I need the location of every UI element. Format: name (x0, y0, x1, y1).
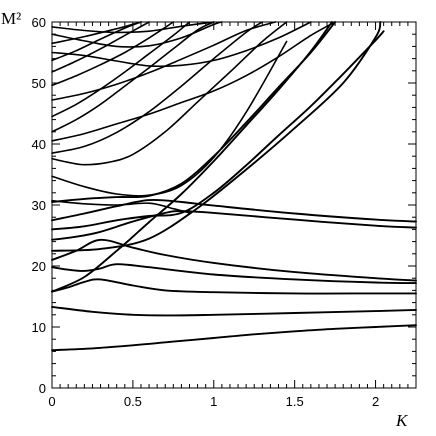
series-line-1 (51, 324, 417, 352)
series-line-10 (51, 30, 385, 231)
x-tick-label: 0.5 (124, 394, 142, 409)
y-tick-label: 50 (32, 76, 46, 91)
series-line-4 (51, 263, 417, 285)
series-line-9 (51, 21, 333, 293)
series-line-3 (51, 278, 417, 295)
series-layer (51, 21, 417, 352)
x-tick-label: 1 (210, 394, 217, 409)
y-tick-label: 0 (39, 381, 46, 396)
series-line-20 (51, 21, 175, 87)
x-axis-label: Κ (395, 411, 409, 430)
y-tick-label: 30 (32, 198, 46, 213)
series-line-12 (51, 199, 191, 214)
y-tick-label: 10 (32, 320, 46, 335)
series-line-26 (51, 21, 142, 45)
y-tick-label: 60 (32, 15, 46, 30)
y-tick-label: 40 (32, 137, 46, 152)
series-line-2 (51, 305, 417, 317)
series-line-24 (51, 21, 223, 48)
x-tick-label: 1.5 (286, 394, 304, 409)
series-line-7 (51, 198, 417, 223)
series-line-15 (51, 21, 264, 154)
series-line-6 (51, 210, 417, 241)
series-line-14 (51, 21, 288, 166)
series-line-21 (51, 21, 150, 73)
x-tick-label: 0 (48, 394, 55, 409)
series-line-16 (51, 21, 336, 142)
series-line-25 (51, 21, 215, 34)
series-line-8 (51, 21, 337, 203)
x-tick-label: 2 (372, 394, 379, 409)
y-tick-label: 20 (32, 259, 46, 274)
series-line-5 (51, 238, 417, 282)
series-line-18 (51, 21, 191, 118)
tick-layer (51, 21, 417, 389)
series-line-11 (51, 21, 382, 252)
series-line-23 (51, 21, 312, 68)
series-line-13 (51, 40, 288, 197)
y-axis-label: M² (1, 9, 21, 28)
